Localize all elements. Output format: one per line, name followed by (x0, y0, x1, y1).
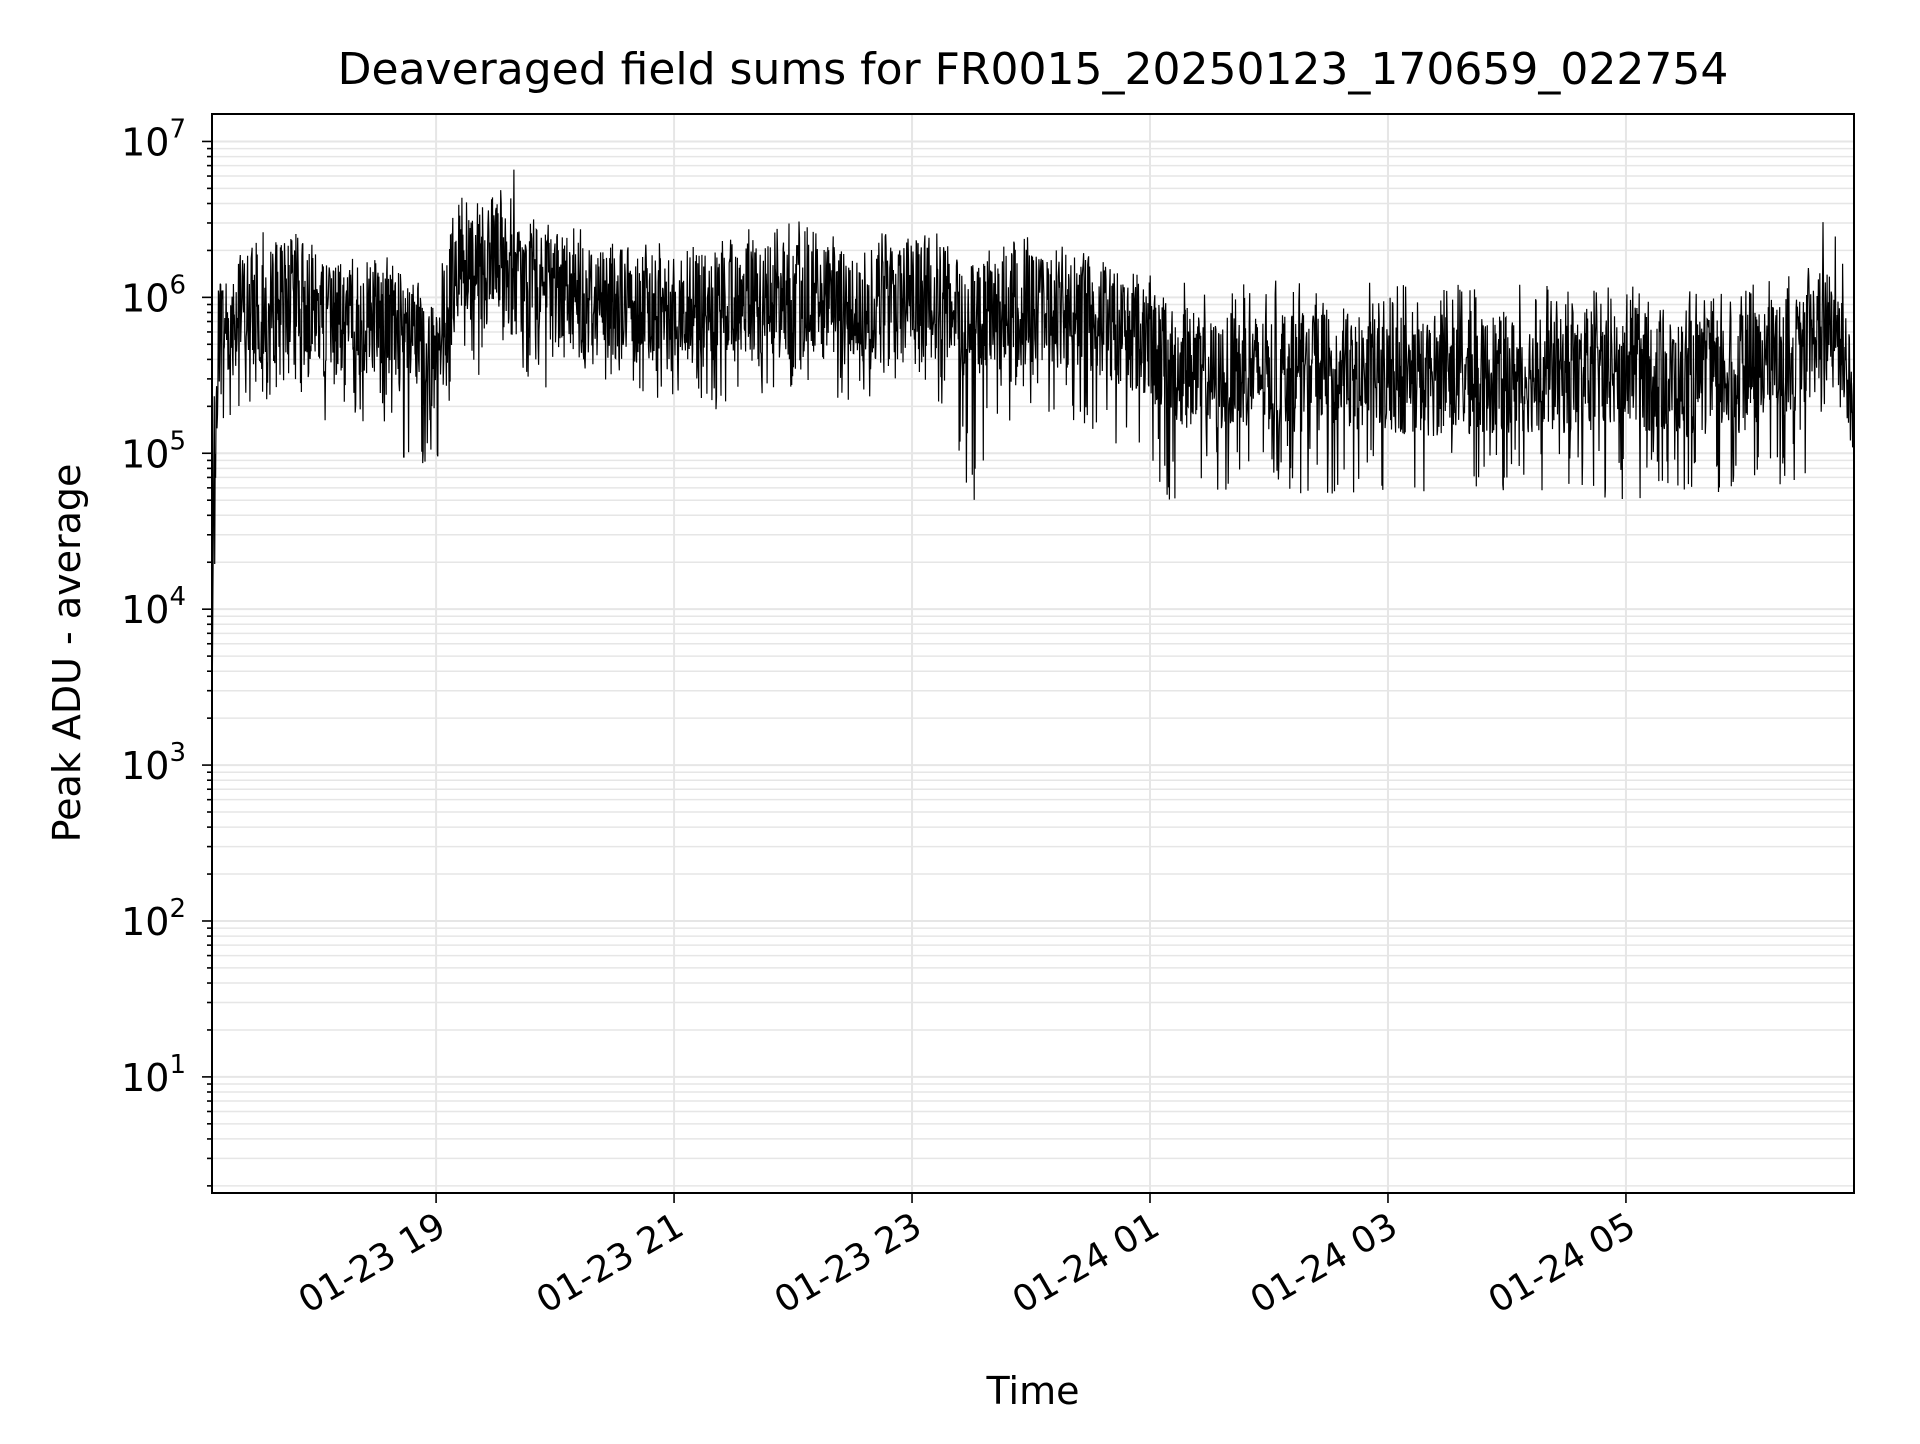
plot-frame (211, 113, 1855, 1194)
y-axis-ticks: 101 102 103 104 105 106 107 (121, 114, 212, 1187)
y-tick-label: 103 (121, 738, 186, 788)
y-tick-label: 104 (121, 582, 186, 632)
y-tick-label: 105 (121, 426, 186, 476)
y-tick-label: 102 (121, 894, 186, 944)
x-axis-label: Time (986, 1369, 1080, 1413)
data-line-layer (211, 169, 1855, 719)
y-axis-label: Peak ADU - average (45, 464, 89, 843)
chart-title: Deaveraged field sums for FR0015_2025012… (338, 44, 1729, 95)
grid (212, 114, 1854, 1193)
data-line (211, 169, 1855, 719)
y-tick-label: 107 (121, 114, 186, 164)
y-tick-label: 106 (121, 270, 186, 320)
y-tick-label: 101 (121, 1050, 186, 1100)
